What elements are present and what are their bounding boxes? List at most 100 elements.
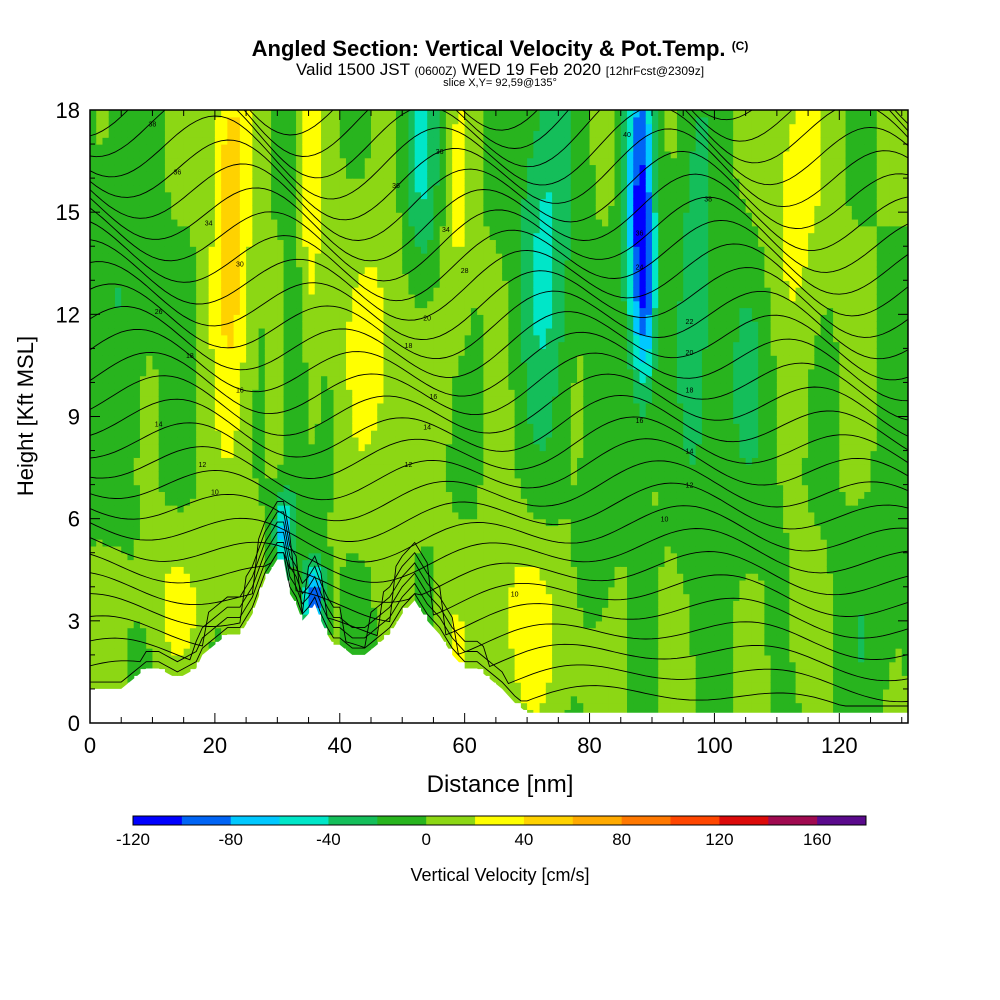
velocity-cell [252, 525, 260, 533]
velocity-cell [283, 300, 291, 309]
velocity-cell [377, 212, 385, 220]
velocity-cell [246, 518, 253, 527]
velocity-cell [477, 600, 484, 608]
velocity-cell [333, 259, 341, 268]
velocity-cell [96, 402, 104, 411]
velocity-cell [96, 586, 104, 595]
velocity-cell [333, 416, 341, 424]
velocity-cell [258, 532, 266, 540]
velocity-cell [277, 130, 285, 138]
velocity-cell [121, 607, 129, 615]
velocity-cell [427, 477, 435, 486]
velocity-cell [283, 171, 291, 179]
velocity-cell [214, 246, 222, 254]
velocity-cell [221, 511, 228, 520]
velocity-cell [420, 416, 428, 424]
velocity-cell [102, 484, 110, 493]
velocity-cell [439, 110, 447, 118]
velocity-cell [420, 212, 428, 220]
velocity-cell [308, 205, 316, 213]
velocity-cell [214, 634, 222, 642]
velocity-cell [139, 123, 147, 132]
velocity-cell [102, 627, 110, 636]
velocity-cell [333, 362, 341, 370]
velocity-cell [96, 470, 104, 479]
velocity-cell [433, 545, 441, 554]
velocity-cell [477, 218, 484, 227]
velocity-cell [139, 287, 147, 295]
velocity-cell [402, 321, 410, 329]
velocity-cell [308, 586, 316, 595]
velocity-cell [183, 423, 191, 431]
velocity-cell [346, 423, 353, 431]
velocity-cell [108, 450, 116, 458]
velocity-cell [239, 586, 247, 595]
velocity-cell [227, 334, 235, 343]
velocity-cell [470, 355, 478, 363]
velocity-cell [427, 552, 435, 561]
velocity-cell [296, 443, 303, 452]
velocity-cell [439, 225, 447, 234]
velocity-cell [102, 409, 110, 418]
velocity-cell [90, 266, 97, 275]
velocity-cell [389, 545, 397, 554]
velocity-cell [420, 566, 428, 574]
velocity-cell [383, 246, 391, 254]
velocity-cell [108, 593, 116, 601]
velocity-cell [127, 375, 135, 384]
velocity-cell [133, 634, 141, 642]
velocity-cell [370, 641, 378, 649]
velocity-cell [133, 144, 141, 152]
velocity-cell [271, 307, 278, 315]
velocity-cell [358, 355, 366, 363]
velocity-cell [395, 518, 403, 527]
velocity-cell [177, 307, 185, 315]
velocity-cell [433, 375, 441, 384]
velocity-cell [445, 253, 453, 261]
velocity-cell [370, 614, 378, 622]
velocity-cell [177, 423, 185, 431]
velocity-cell [139, 232, 147, 241]
velocity-cell [321, 409, 328, 418]
velocity-cell [458, 382, 466, 390]
velocity-cell [202, 232, 210, 241]
velocity-cell [208, 593, 216, 601]
velocity-cell [364, 368, 372, 377]
velocity-cell [152, 232, 160, 241]
velocity-cell [196, 327, 203, 336]
velocity-cell [346, 266, 353, 275]
velocity-cell [152, 144, 160, 152]
velocity-cell [239, 566, 247, 574]
velocity-cell [121, 273, 129, 281]
velocity-cell [402, 375, 410, 384]
velocity-cell [214, 579, 222, 588]
velocity-cell [402, 327, 410, 336]
velocity-cell [164, 484, 172, 493]
velocity-cell [108, 396, 116, 404]
velocity-cell [221, 355, 228, 363]
velocity-cell [158, 205, 166, 213]
velocity-cell [214, 280, 222, 288]
velocity-cell [346, 409, 353, 418]
velocity-cell [377, 157, 385, 166]
velocity-cell [370, 171, 378, 179]
velocity-cell [90, 634, 97, 642]
velocity-cell [121, 287, 129, 295]
velocity-cell [352, 334, 360, 343]
velocity-cell [96, 559, 104, 567]
velocity-cell [252, 164, 260, 172]
velocity-cell [458, 627, 466, 636]
velocity-cell [389, 293, 397, 302]
velocity-cell [477, 389, 484, 397]
velocity-cell [358, 614, 366, 622]
velocity-cell [108, 559, 116, 567]
velocity-cell [483, 259, 491, 268]
velocity-cell [146, 362, 154, 370]
velocity-cell [439, 334, 447, 343]
velocity-cell [177, 600, 185, 608]
velocity-cell [420, 539, 428, 547]
velocity-cell [189, 402, 197, 411]
velocity-cell [302, 505, 310, 513]
velocity-cell [277, 184, 285, 193]
velocity-cell [164, 341, 172, 349]
